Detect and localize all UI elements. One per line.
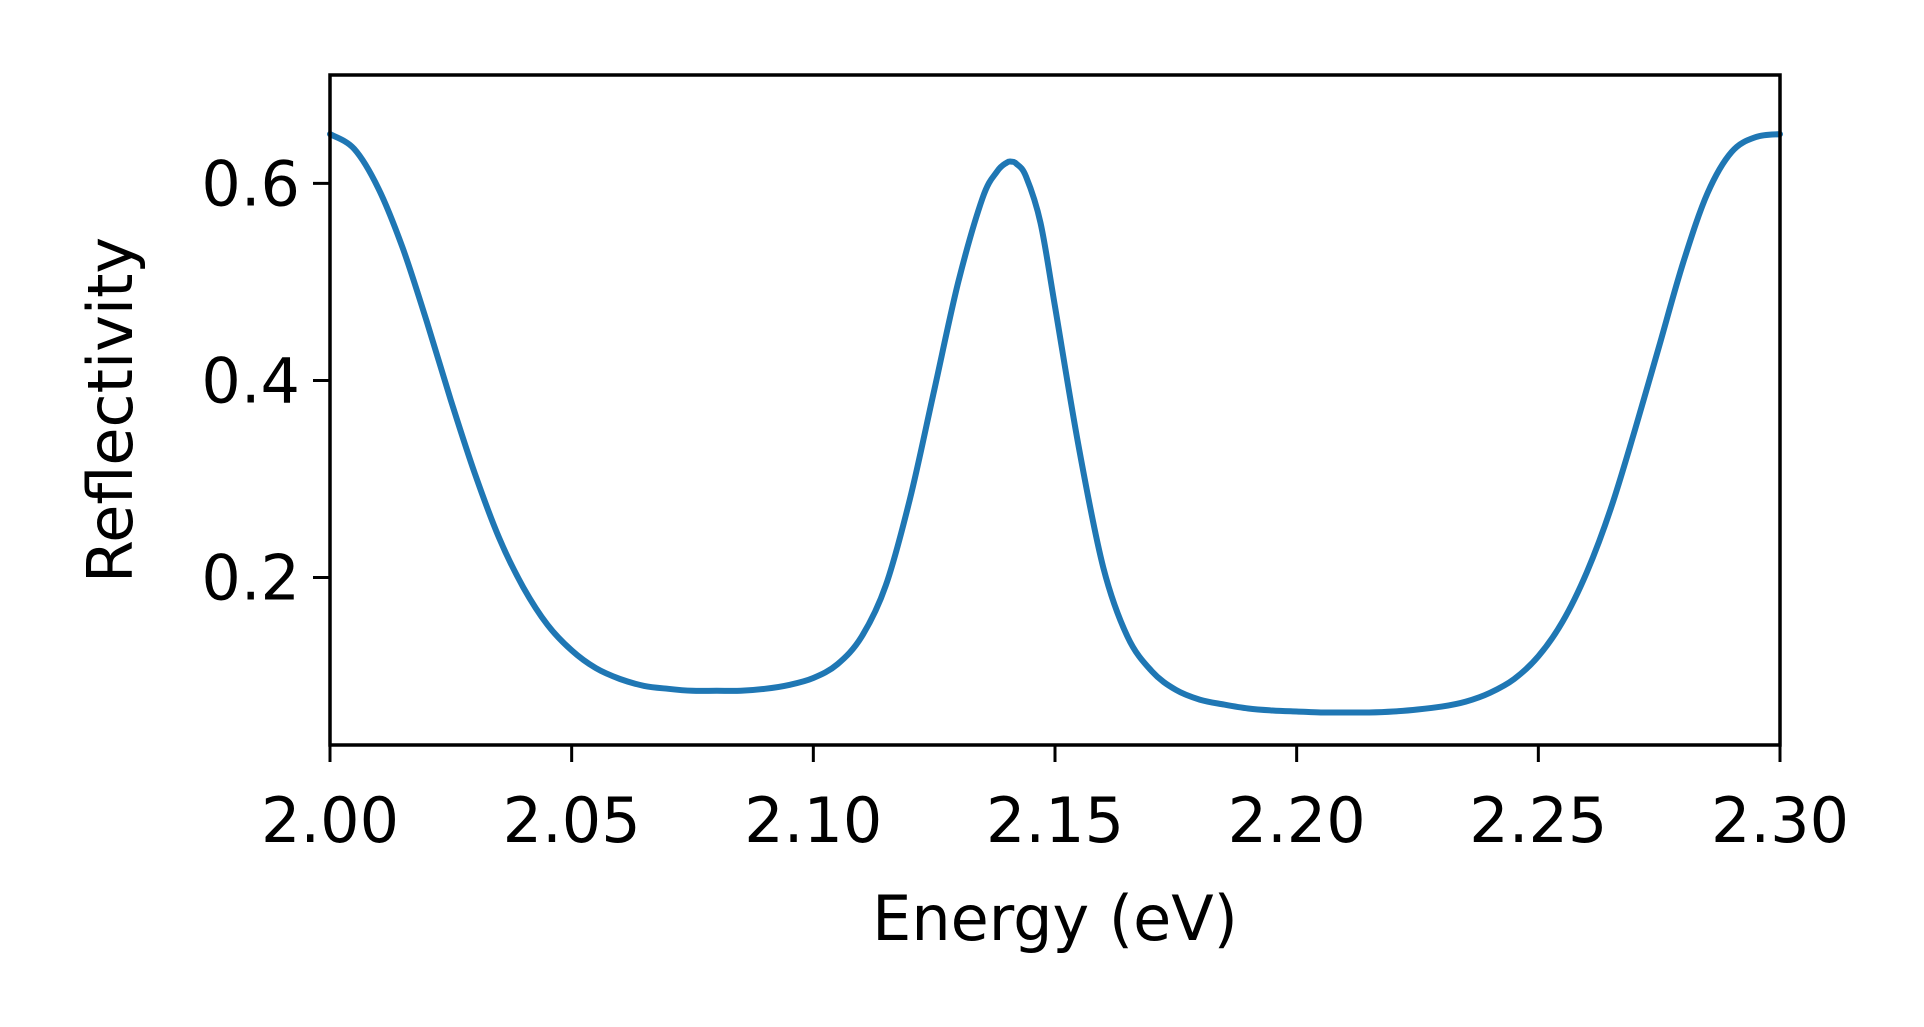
y-tick-label: 0.2 bbox=[201, 542, 300, 615]
x-tick-label: 2.15 bbox=[986, 784, 1124, 857]
plot-background bbox=[330, 75, 1780, 745]
reflectivity-series-line bbox=[327, 131, 1783, 716]
x-tick-label: 2.10 bbox=[744, 784, 882, 857]
x-tick-label: 2.25 bbox=[1469, 784, 1607, 857]
y-axis-ticks: 0.2 0.4 0.6 bbox=[201, 147, 330, 615]
x-tick-label: 2.00 bbox=[261, 784, 399, 857]
y-tick-label: 0.6 bbox=[201, 147, 300, 220]
plot-frame bbox=[328, 73, 1782, 747]
x-tick-label: 2.30 bbox=[1711, 784, 1849, 857]
y-axis-label: Reflectivity bbox=[74, 237, 147, 583]
x-tick-label: 2.20 bbox=[1228, 784, 1366, 857]
x-tick-label: 2.05 bbox=[503, 784, 641, 857]
y-tick-label: 0.4 bbox=[201, 344, 300, 417]
x-axis-ticks: 2.00 2.05 2.10 2.15 2.20 2.25 2.30 bbox=[261, 745, 1849, 857]
x-axis-label: Energy (eV) bbox=[872, 882, 1238, 955]
